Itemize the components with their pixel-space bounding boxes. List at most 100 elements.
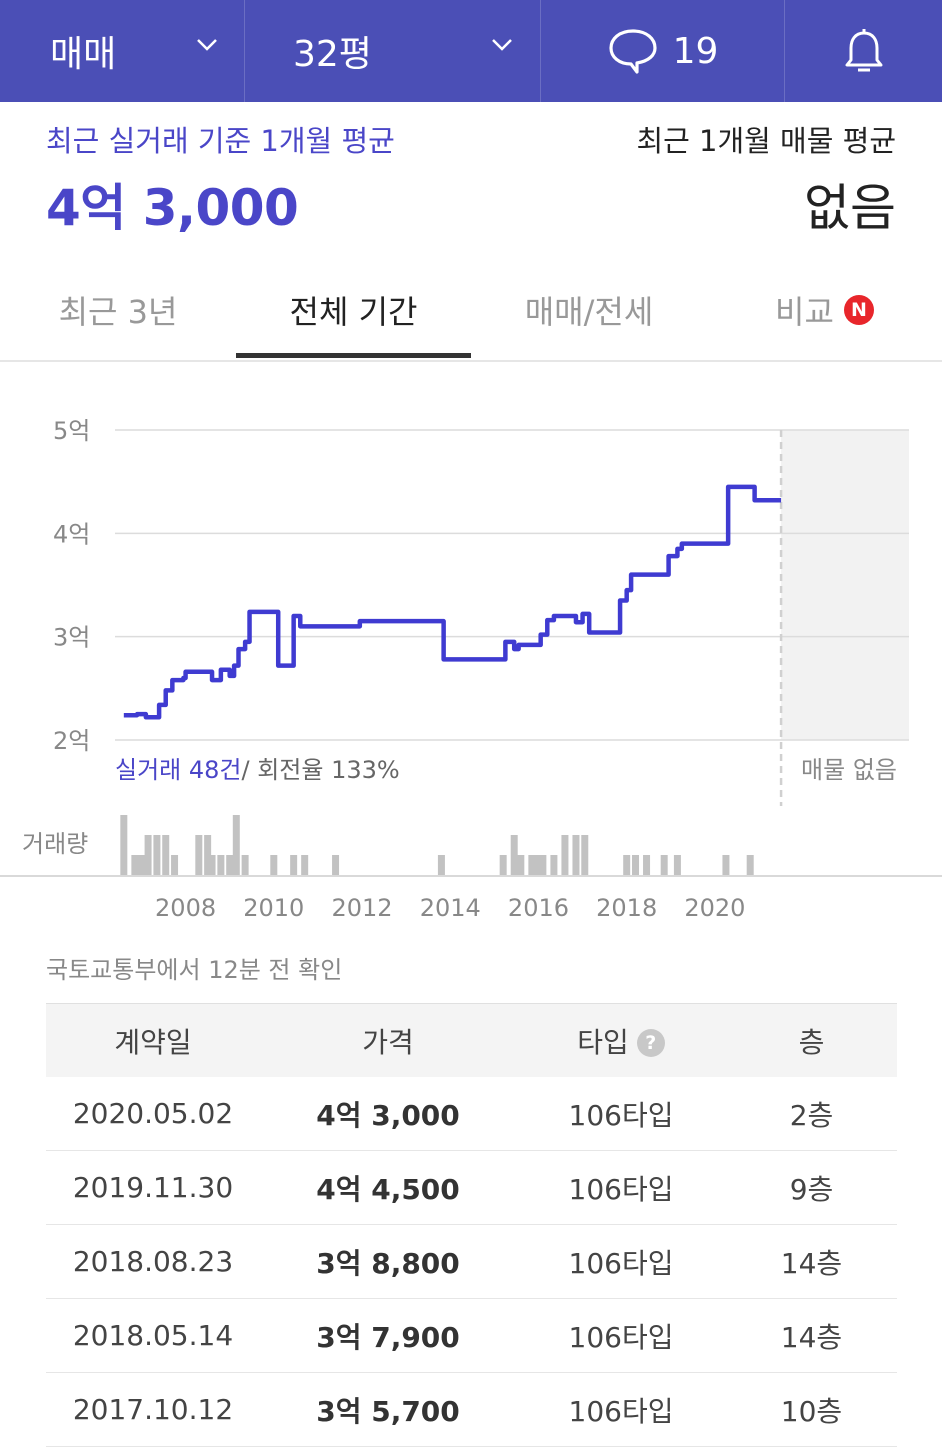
volume-bar <box>499 855 507 875</box>
deal-type-label: 매매 <box>50 34 117 75</box>
row-floor: 10층 <box>780 1394 843 1428</box>
row-type: 106타입 <box>568 1098 674 1132</box>
tab-recent-3-years[interactable]: 최근 3년 <box>0 262 236 358</box>
volume-bar <box>643 855 651 875</box>
row-price: 4억 4,500 <box>316 1172 460 1206</box>
tab-sale-jeonse[interactable]: 매매/전세 <box>471 262 707 358</box>
notification-button[interactable] <box>785 0 942 102</box>
volume-bar <box>722 855 730 875</box>
transaction-count: 실거래 48건 <box>115 756 242 784</box>
period-tabs: 최근 3년 전체 기간 매매/전세 비교 N <box>0 262 942 362</box>
volume-bar <box>137 855 145 875</box>
volume-bar <box>217 855 225 875</box>
y-tick-label: 5억 <box>53 417 90 445</box>
new-badge: N <box>843 295 874 325</box>
x-tick-label: 2020 <box>684 894 745 922</box>
transaction-stats: 실거래 48건/ 회전율 133% <box>115 756 400 784</box>
volume-bar <box>517 855 525 875</box>
data-source-text: 국토교통부에서 12분 전 확인 <box>46 956 343 984</box>
volume-bar <box>301 855 309 875</box>
x-tick-label: 2012 <box>331 894 392 922</box>
volume-bar <box>534 855 542 875</box>
volume-bar <box>332 855 340 875</box>
row-date: 2020.05.02 <box>72 1097 234 1130</box>
row-date: 2017.10.12 <box>72 1393 234 1426</box>
question-icon[interactable]: ? <box>636 1028 665 1057</box>
row-date: 2018.08.23 <box>72 1245 234 1278</box>
header-price: 가격 <box>362 1025 414 1059</box>
volume-bar <box>581 835 589 875</box>
tab-label: 매매/전세 <box>524 293 654 331</box>
recent-listing-avg-label: 최근 1개월 매물 평균 <box>636 124 896 158</box>
row-floor: 14층 <box>780 1320 843 1354</box>
volume-bar <box>528 855 536 875</box>
row-price: 3억 8,800 <box>316 1246 460 1280</box>
volume-bar <box>171 855 179 875</box>
volume-bar <box>290 855 298 875</box>
tab-compare[interactable]: 비교 N <box>707 262 942 358</box>
volume-bar <box>550 855 558 875</box>
active-tab-indicator <box>236 353 471 358</box>
row-floor: 9층 <box>789 1172 834 1206</box>
volume-bar <box>539 855 547 875</box>
recent-transaction-avg-value: 4억 3,000 <box>46 179 299 237</box>
row-date: 2018.05.14 <box>72 1319 234 1352</box>
tab-label: 비교 <box>775 293 834 331</box>
recent-listing-avg-value: 없음 <box>804 179 896 237</box>
volume-bar <box>437 855 445 875</box>
volume-bar <box>746 855 754 875</box>
volume-bar <box>120 815 128 875</box>
size-label: 32평 <box>293 34 372 75</box>
y-tick-label: 3억 <box>53 624 90 652</box>
tab-all-period[interactable]: 전체 기간 <box>236 262 471 358</box>
recent-transaction-avg-label: 최근 실거래 기준 1개월 평균 <box>46 124 395 158</box>
x-tick-label: 2008 <box>155 894 216 922</box>
chevron-down-icon <box>197 39 217 51</box>
header-floor: 층 <box>798 1025 825 1059</box>
size-dropdown[interactable]: 32평 <box>245 0 540 102</box>
turnover-rate: / 회전율 133% <box>242 756 400 784</box>
x-tick-label: 2010 <box>243 894 304 922</box>
row-type: 106타입 <box>568 1320 674 1354</box>
header-date: 계약일 <box>114 1025 192 1059</box>
chevron-down-icon <box>492 39 512 51</box>
volume-bar <box>270 855 278 875</box>
table-row[interactable]: 2017.10.12 3억 5,700 106타입 10층 <box>46 1373 897 1447</box>
y-tick-label: 4억 <box>53 520 90 548</box>
row-type: 106타입 <box>568 1394 674 1428</box>
divider <box>784 0 785 102</box>
volume-bar <box>673 855 681 875</box>
no-listing-label: 매물 없음 <box>801 756 897 784</box>
tab-label: 전체 기간 <box>289 293 418 331</box>
volume-bar <box>131 855 139 875</box>
volume-bar <box>510 835 518 875</box>
row-date: 2019.11.30 <box>72 1171 234 1204</box>
row-floor: 14층 <box>780 1246 843 1280</box>
volume-bar <box>232 815 240 875</box>
volume-bar <box>208 855 216 875</box>
row-floor: 2층 <box>789 1098 834 1132</box>
speech-bubble-icon <box>608 29 657 74</box>
header-type: 타입? <box>516 1021 726 1061</box>
volume-bar <box>572 835 580 875</box>
comments-button[interactable]: 19 <box>541 0 784 102</box>
volume-bar <box>204 835 212 875</box>
row-type: 106타입 <box>568 1172 674 1206</box>
header-type-label: 타입 <box>577 1025 629 1059</box>
transaction-table: 계약일 가격 타입? 층 2020.05.02 4억 3,000 106타입 2층 20… <box>46 1003 897 1447</box>
volume-bar <box>623 855 631 875</box>
x-tick-label: 2016 <box>508 894 569 922</box>
row-price: 3억 7,900 <box>316 1320 460 1354</box>
table-row[interactable]: 2019.11.30 4억 4,500 106타입 9층 <box>46 1151 897 1225</box>
volume-bar <box>561 835 569 875</box>
table-row[interactable]: 2020.05.02 4억 3,000 106타입 2층 <box>46 1077 897 1151</box>
volume-bar <box>195 835 203 875</box>
tab-label: 최근 3년 <box>58 293 178 331</box>
x-tick-label: 2014 <box>420 894 481 922</box>
table-row[interactable]: 2018.08.23 3억 8,800 106타입 14층 <box>46 1225 897 1299</box>
divider <box>540 0 541 102</box>
table-row[interactable]: 2018.05.14 3억 7,900 106타입 14층 <box>46 1299 897 1373</box>
row-price: 3억 5,700 <box>316 1394 460 1428</box>
deal-type-dropdown[interactable]: 매매 <box>0 0 244 102</box>
